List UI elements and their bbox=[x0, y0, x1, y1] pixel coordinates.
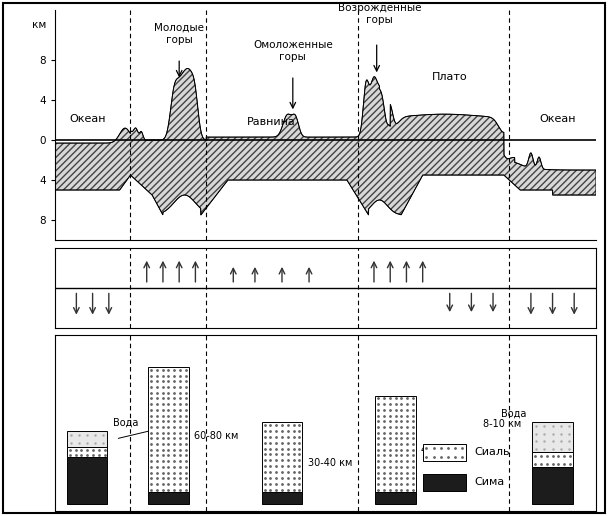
Bar bbox=[532, 453, 573, 467]
Text: Молодые
горы: Молодые горы bbox=[154, 23, 204, 45]
Bar bbox=[532, 467, 573, 504]
Bar bbox=[261, 492, 302, 504]
Bar bbox=[148, 367, 188, 492]
Bar bbox=[148, 492, 188, 504]
Bar bbox=[67, 431, 108, 447]
Text: Океан: Океан bbox=[69, 114, 105, 124]
Bar bbox=[375, 492, 416, 504]
Text: 30-40 км: 30-40 км bbox=[308, 458, 352, 468]
Bar bbox=[67, 457, 108, 504]
Text: Возрожденные
горы: Возрожденные горы bbox=[337, 3, 421, 25]
Text: Океан: Океан bbox=[540, 114, 576, 124]
Bar bbox=[375, 396, 416, 492]
Text: 4-6 км: 4-6 км bbox=[153, 419, 185, 429]
Text: 8-10 км: 8-10 км bbox=[483, 419, 522, 429]
Text: км: км bbox=[32, 20, 47, 30]
Text: Омоложенные
горы: Омоложенные горы bbox=[253, 40, 333, 62]
Text: Равнина: Равнина bbox=[247, 117, 295, 127]
Text: Сима: Сима bbox=[474, 477, 505, 488]
Text: Плато: Плато bbox=[432, 72, 468, 82]
Text: 40-60 км: 40-60 км bbox=[421, 445, 466, 455]
Text: Вода: Вода bbox=[113, 417, 138, 427]
Bar bbox=[67, 447, 108, 457]
Bar bbox=[532, 422, 573, 453]
Bar bbox=[261, 422, 302, 492]
Bar bbox=[423, 444, 466, 461]
Text: Вода: Вода bbox=[502, 409, 527, 419]
Text: 60-80 км: 60-80 км bbox=[194, 431, 238, 441]
Text: Сиаль: Сиаль bbox=[474, 447, 510, 457]
Bar bbox=[423, 474, 466, 491]
